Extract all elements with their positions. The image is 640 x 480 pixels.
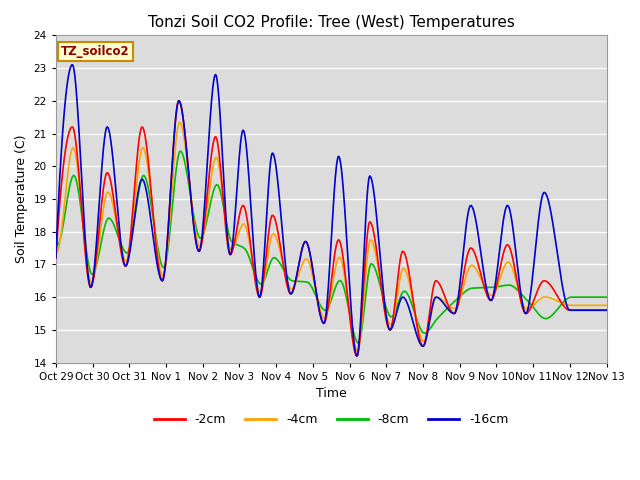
-2cm xyxy=(538,279,546,285)
-16cm xyxy=(237,142,244,148)
-8cm xyxy=(177,148,184,154)
-2cm xyxy=(175,98,182,104)
-2cm xyxy=(175,98,182,104)
-4cm xyxy=(354,348,362,354)
-2cm xyxy=(237,208,244,214)
-16cm xyxy=(538,194,546,200)
-16cm xyxy=(417,342,425,348)
-8cm xyxy=(237,243,244,249)
X-axis label: Time: Time xyxy=(316,387,347,400)
Title: Tonzi Soil CO2 Profile: Tree (West) Temperatures: Tonzi Soil CO2 Profile: Tree (West) Temp… xyxy=(148,15,515,30)
-16cm xyxy=(353,353,361,359)
-16cm xyxy=(52,255,60,261)
Legend: -2cm, -4cm, -8cm, -16cm: -2cm, -4cm, -8cm, -16cm xyxy=(148,408,514,431)
-4cm xyxy=(603,302,611,308)
-16cm xyxy=(68,62,76,68)
-4cm xyxy=(175,122,182,128)
Text: TZ_soilco2: TZ_soilco2 xyxy=(61,45,130,58)
-8cm xyxy=(603,294,611,300)
-16cm xyxy=(161,263,169,268)
-2cm xyxy=(490,294,497,300)
-4cm xyxy=(417,336,425,341)
Line: -4cm: -4cm xyxy=(56,122,607,351)
-2cm xyxy=(603,307,611,313)
-2cm xyxy=(353,353,361,359)
-4cm xyxy=(490,292,497,298)
-8cm xyxy=(52,242,60,248)
-8cm xyxy=(161,263,169,269)
-4cm xyxy=(538,295,546,300)
-16cm xyxy=(490,292,497,298)
Line: -16cm: -16cm xyxy=(56,65,607,356)
Line: -8cm: -8cm xyxy=(56,151,607,343)
-2cm xyxy=(417,342,425,348)
-8cm xyxy=(417,327,425,333)
-8cm xyxy=(355,340,362,346)
-2cm xyxy=(161,266,169,272)
Y-axis label: Soil Temperature (C): Soil Temperature (C) xyxy=(15,135,28,263)
-16cm xyxy=(603,307,611,313)
-4cm xyxy=(237,226,244,231)
-8cm xyxy=(538,314,546,320)
-2cm xyxy=(52,255,60,261)
-4cm xyxy=(175,120,183,125)
-8cm xyxy=(175,153,182,159)
-16cm xyxy=(175,98,182,104)
-4cm xyxy=(52,250,60,256)
-8cm xyxy=(490,284,497,290)
Line: -2cm: -2cm xyxy=(56,101,607,356)
-4cm xyxy=(161,267,169,273)
